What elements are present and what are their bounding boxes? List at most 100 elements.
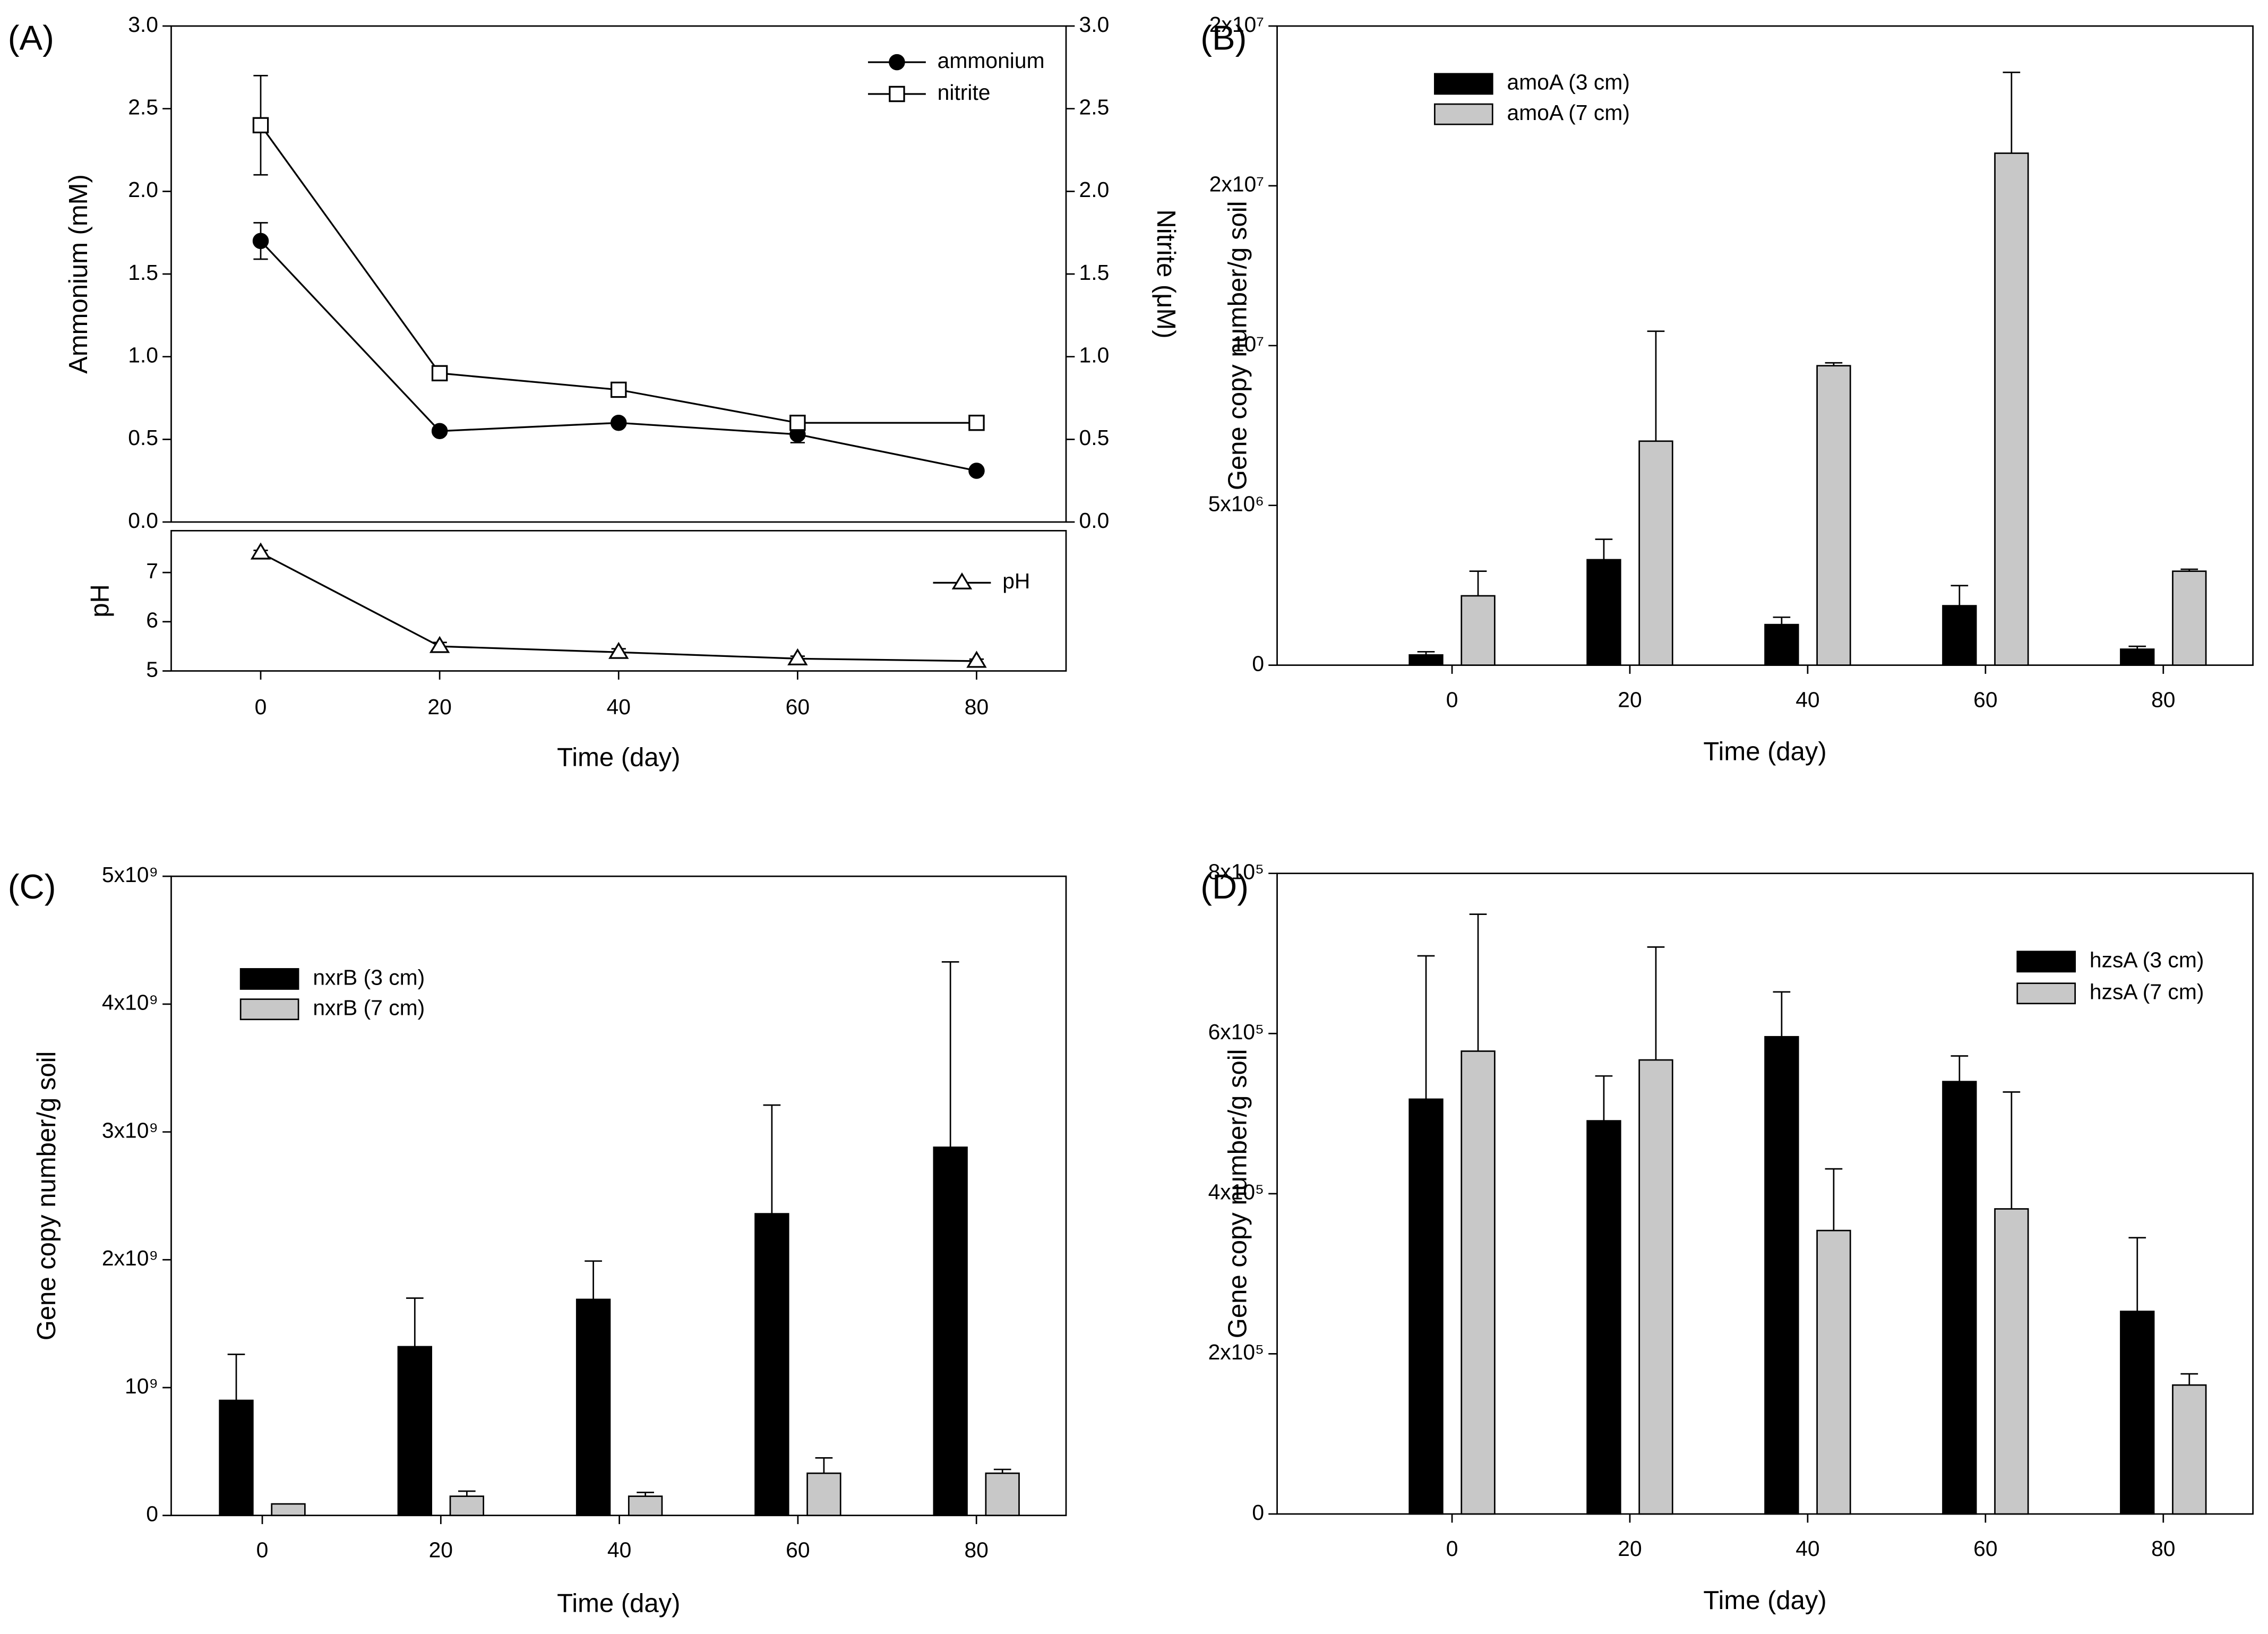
bar bbox=[1942, 605, 1977, 666]
y-tick-label: 5x10⁶ bbox=[1208, 491, 1264, 516]
x-tick-label: 80 bbox=[964, 1538, 988, 1562]
error-bar bbox=[1647, 946, 1665, 1060]
marker bbox=[968, 463, 985, 479]
error-bar bbox=[1417, 955, 1435, 1099]
y-tick-label: 0 bbox=[1252, 1500, 1264, 1525]
y-axis-label: pH bbox=[86, 584, 115, 618]
error-bar bbox=[2003, 1091, 2021, 1209]
bar bbox=[1408, 654, 1444, 666]
legend-label: nxrB (7 cm) bbox=[313, 995, 425, 1020]
legend-label: amoA (7 cm) bbox=[1507, 100, 1630, 125]
bar bbox=[754, 1213, 789, 1517]
legend-swatch bbox=[2016, 951, 2076, 973]
marker bbox=[610, 414, 627, 431]
series-line bbox=[260, 124, 977, 424]
y-tick-label: 3x10⁹ bbox=[102, 1118, 158, 1142]
bar bbox=[1816, 365, 1851, 666]
error-bar bbox=[815, 1457, 833, 1474]
bar bbox=[1461, 595, 1496, 666]
y-axis-label: Gene copy number/g soil bbox=[1224, 201, 1252, 490]
y-tick-label: 0 bbox=[1252, 651, 1264, 675]
y-tick-label: 5 bbox=[146, 657, 158, 681]
y-tick-label: 0 bbox=[146, 1501, 158, 1526]
legend-swatch bbox=[239, 998, 299, 1021]
x-tick-label: 40 bbox=[607, 1538, 631, 1562]
bar bbox=[1942, 1081, 1977, 1515]
y-tick-label: 7 bbox=[146, 559, 158, 583]
x-tick-label: 20 bbox=[427, 695, 451, 719]
y2-tick-label: 2.5 bbox=[1079, 95, 1110, 119]
plot-frame bbox=[1276, 25, 2254, 666]
marker bbox=[889, 85, 905, 102]
y-tick-label: 2x10⁷ bbox=[1209, 12, 1264, 37]
bar bbox=[575, 1298, 611, 1517]
y-tick-label: 10⁹ bbox=[125, 1374, 158, 1398]
legend-label: ammonium bbox=[938, 48, 1045, 73]
error-bar bbox=[2180, 1373, 2198, 1385]
bar bbox=[1994, 1208, 2029, 1515]
legend-swatch bbox=[239, 968, 299, 990]
x-tick-label: 60 bbox=[1973, 687, 1997, 712]
y2-tick-label: 1.0 bbox=[1079, 343, 1110, 367]
y-tick-label: 6x10⁵ bbox=[1208, 1020, 1264, 1044]
bar bbox=[1408, 1098, 1444, 1515]
x-tick-label: 40 bbox=[1796, 1536, 1819, 1561]
panel-label: (B) bbox=[1200, 19, 1247, 57]
x-tick-label: 40 bbox=[1796, 687, 1819, 712]
x-axis-label: Time (day) bbox=[557, 1589, 680, 1618]
bar bbox=[1638, 1059, 1673, 1515]
error-bar bbox=[763, 1104, 781, 1214]
error-bar bbox=[2180, 568, 2198, 571]
legend-label: nxrB (3 cm) bbox=[313, 965, 425, 989]
panel-label: (A) bbox=[8, 19, 54, 57]
bar bbox=[397, 1346, 432, 1517]
y-axis-label: Ammonium (mM) bbox=[64, 174, 93, 374]
marker bbox=[951, 572, 973, 589]
x-tick-label: 40 bbox=[607, 695, 631, 719]
error-bar bbox=[993, 1468, 1011, 1474]
error-bar bbox=[1647, 330, 1665, 441]
error-bar bbox=[1469, 570, 1487, 596]
marker bbox=[789, 414, 806, 431]
x-tick-label: 0 bbox=[255, 695, 267, 719]
error-bar bbox=[585, 1260, 602, 1299]
legend-swatch bbox=[1434, 73, 1493, 95]
error-bar bbox=[1951, 585, 1969, 606]
bar bbox=[1638, 440, 1673, 666]
error-bar bbox=[1773, 616, 1791, 625]
bar bbox=[2120, 1311, 2155, 1515]
y-axis-label: Gene copy number/g soil bbox=[1224, 1049, 1252, 1338]
marker bbox=[429, 636, 450, 653]
bar bbox=[933, 1147, 968, 1517]
error-bar bbox=[1773, 991, 1791, 1037]
error-bar bbox=[2128, 1237, 2146, 1312]
error-bar bbox=[1469, 913, 1487, 1051]
marker bbox=[889, 54, 905, 71]
x-tick-label: 0 bbox=[256, 1538, 269, 1562]
bar bbox=[271, 1503, 306, 1517]
marker bbox=[431, 423, 448, 440]
y-tick-label: 10⁷ bbox=[1232, 332, 1264, 356]
y-tick-label: 2x10⁹ bbox=[102, 1246, 158, 1270]
error-bar bbox=[227, 1354, 245, 1401]
y-tick-label: 2x10⁵ bbox=[1208, 1340, 1264, 1364]
y-tick-label: 2.0 bbox=[128, 177, 158, 202]
y2-tick-label: 1.5 bbox=[1079, 260, 1110, 285]
marker bbox=[966, 651, 987, 668]
bar bbox=[806, 1472, 841, 1517]
y-tick-label: 5x10⁹ bbox=[102, 862, 158, 887]
x-axis-label: Time (day) bbox=[1703, 1586, 1826, 1615]
y-tick-label: 2x10⁷ bbox=[1209, 172, 1264, 196]
bar bbox=[2120, 648, 2155, 666]
bar bbox=[219, 1399, 254, 1517]
legend-label: nitrite bbox=[938, 80, 991, 105]
bar bbox=[1586, 559, 1621, 666]
legend-label: amoA (3 cm) bbox=[1507, 70, 1630, 95]
error-bar bbox=[637, 1492, 654, 1496]
marker bbox=[250, 542, 271, 560]
bar bbox=[449, 1495, 485, 1517]
error-bar bbox=[1951, 1055, 1969, 1082]
y-tick-label: 2.5 bbox=[128, 95, 158, 119]
panel-label: (D) bbox=[1200, 867, 1249, 906]
